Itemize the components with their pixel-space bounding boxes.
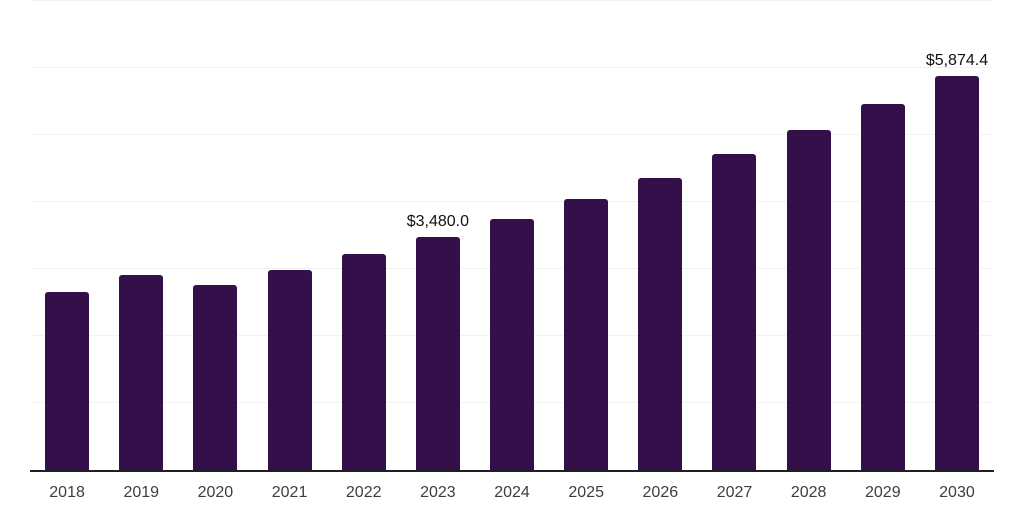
bar-slot-2019 [104, 1, 178, 470]
x-axis-label-2030: 2030 [939, 483, 975, 501]
x-axis-label-2022: 2022 [345, 483, 382, 501]
bar-slot-2024 [475, 1, 549, 470]
bar-slot-2020 [178, 1, 252, 470]
bar-slot-2028 [772, 1, 846, 470]
x-axis-label-2026: 2026 [642, 483, 679, 501]
bar-slot-2025 [549, 1, 623, 470]
x-axis-label-2019: 2019 [123, 483, 160, 501]
bar-slot-2027 [697, 1, 771, 470]
bar-2019 [119, 275, 164, 470]
bar-slot-2022 [327, 1, 401, 470]
x-axis-label-2020: 2020 [197, 483, 234, 501]
gridline-5000 [30, 134, 994, 135]
bar-slot-2023: $3,480.0 [401, 1, 475, 470]
bar-2018 [45, 292, 90, 470]
bar-slot-2021 [252, 1, 326, 470]
x-axis-label-2025: 2025 [568, 483, 604, 501]
bar-slot-2030: $5,874.4 [920, 1, 994, 470]
bar-slot-2026 [623, 1, 697, 470]
bar-2029 [860, 103, 905, 470]
x-axis-label-2027: 2027 [716, 483, 753, 501]
bar-2025 [564, 198, 609, 470]
x-axis: 2018 2019 2020 2021 2022 2023 2024 2025 2026 2027… [30, 471, 994, 512]
bar-slot-2018 [30, 1, 104, 470]
data-label-2030: $5,874.4 [925, 52, 989, 70]
x-axis-label-2028: 2028 [790, 483, 827, 501]
bar-2022 [341, 253, 386, 470]
bar-2026 [638, 177, 683, 470]
x-axis-label-2023: 2023 [420, 483, 456, 501]
plot-area: $3,480.0 $5,874.4 [30, 0, 994, 472]
gridline-7000 [30, 0, 994, 1]
bar-2023 [415, 236, 460, 470]
bars-row: $3,480.0 $5,874.4 [30, 1, 994, 470]
bar-2021 [267, 270, 312, 470]
gridline-6000 [30, 67, 994, 68]
x-axis-label-2029: 2029 [865, 483, 901, 501]
bar-2030 [934, 76, 979, 470]
bar-2024 [490, 218, 535, 470]
data-label-2023: $3,480.0 [406, 212, 469, 230]
x-axis-label-2021: 2021 [271, 483, 308, 501]
gridline-4000 [30, 201, 994, 202]
bar-2028 [786, 129, 831, 470]
x-axis-label-2018: 2018 [49, 483, 85, 501]
bar-2020 [193, 285, 238, 470]
x-axis-label-2024: 2024 [494, 483, 530, 501]
bar-2027 [712, 154, 757, 470]
bar-slot-2029 [846, 1, 920, 470]
